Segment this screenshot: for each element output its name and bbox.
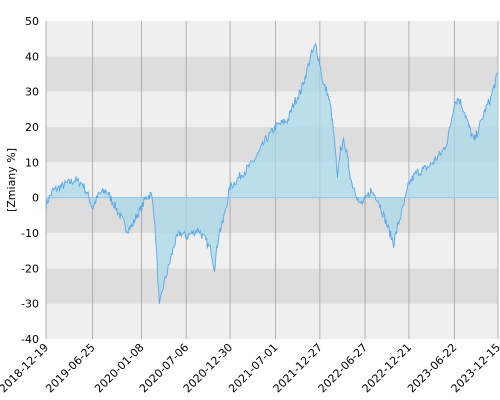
grid-band xyxy=(46,233,498,269)
grid-band xyxy=(46,56,498,92)
x-tick-labels: 2018-12-192019-06-252020-01-082020-07-06… xyxy=(0,341,500,395)
grid-band xyxy=(46,303,498,339)
y-tick-label: 40 xyxy=(25,50,39,63)
y-axis-label: [Zmiany %] xyxy=(5,148,18,212)
y-tick-label: -10 xyxy=(21,227,39,240)
y-tick-label: 50 xyxy=(25,15,39,28)
series-line xyxy=(45,42,499,304)
y-tick-label: 10 xyxy=(25,156,39,169)
y-tick-label: -40 xyxy=(21,333,39,346)
y-tick-label: 0 xyxy=(32,192,39,205)
y-tick-labels: 50 40 30 20 10 0 -10 -20 -30 -40 xyxy=(21,15,39,346)
y-tick-label: -30 xyxy=(21,298,39,311)
y-tick-label: 30 xyxy=(25,86,39,99)
series-area-fill xyxy=(46,43,498,304)
grid-band xyxy=(46,91,498,127)
grid-band xyxy=(46,268,498,304)
y-tick-label: 20 xyxy=(25,121,39,134)
x-tick-label: 2019-06-25 xyxy=(43,341,97,395)
area-series xyxy=(45,42,499,304)
grid-band xyxy=(46,21,498,57)
y-tick-label: -20 xyxy=(21,262,39,275)
